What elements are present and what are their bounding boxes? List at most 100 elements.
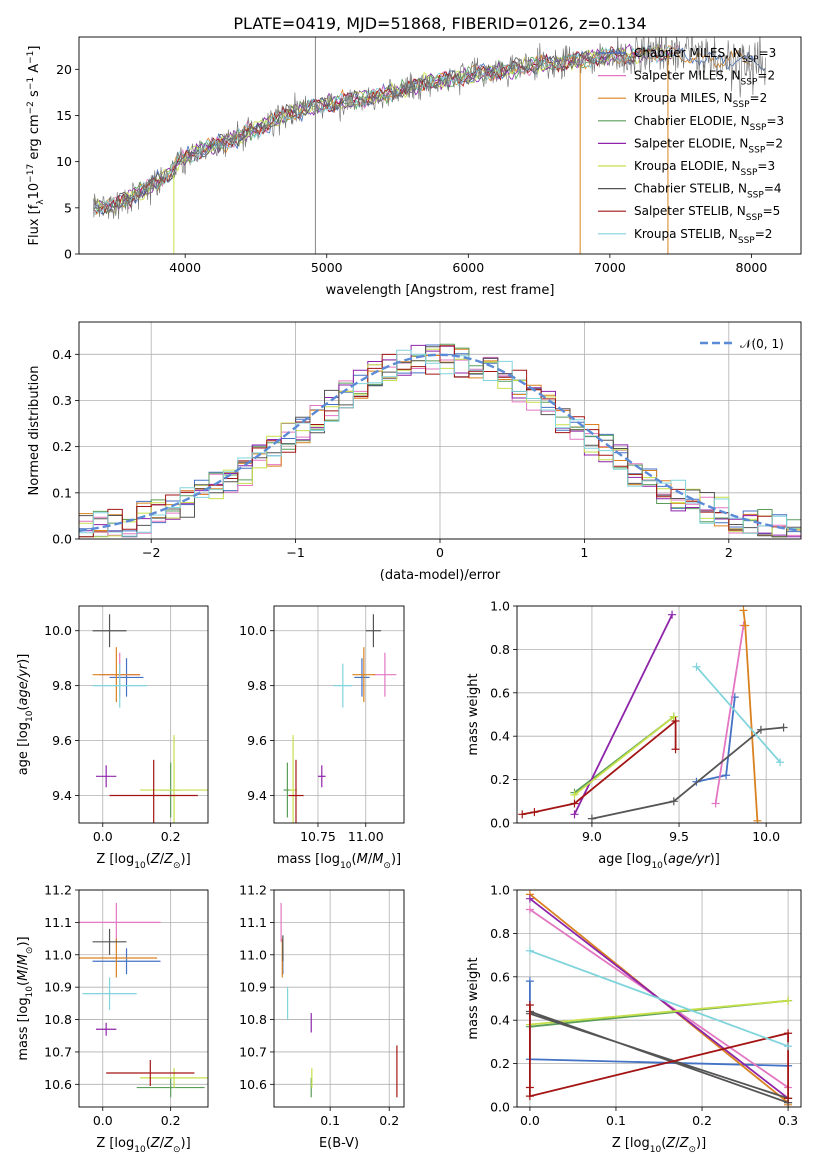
y-axis-label: mass weight (466, 957, 481, 1039)
series-line-kroupa-stelib (529, 949, 789, 1048)
series-marker-salpeter-stelib (525, 1083, 534, 1092)
axes-frame (78, 605, 209, 824)
y-tick-label: 0.4 (490, 1013, 510, 1028)
series-marker-salpeter-elodie (668, 610, 677, 619)
y-tick-label: 0.2 (52, 439, 72, 454)
series-marker-chabrier-stelib (669, 797, 678, 806)
y-tick-label: 10.8 (239, 1012, 267, 1027)
series-marker-salpeter-stelib (525, 1092, 534, 1101)
series-marker-salpeter-elodie (570, 810, 579, 819)
y-tick-label: 11.2 (239, 883, 267, 898)
y-tick-label: 5 (64, 200, 72, 215)
legend-label-salpeter-stelib: Salpeter STELIB, NSSP=5 (634, 204, 780, 223)
axes-frame (516, 889, 802, 1108)
y-tick-label: 9.6 (52, 733, 72, 748)
x-tick-label: 2 (725, 545, 733, 560)
series-marker-kroupa-miles (753, 816, 762, 823)
series-line-kroupa-elodie (573, 715, 675, 796)
series-marker-salpeter-stelib (530, 808, 539, 817)
series-marker-kroupa-stelib (692, 662, 701, 671)
y-tick-label: 10 (56, 154, 72, 169)
series-marker-chabrier-miles (722, 771, 731, 780)
x-axis-label: mass [log10(M/M⊙)] (277, 852, 401, 871)
series-marker-kroupa-stelib (784, 1042, 793, 1051)
x-tick-label: 0.2 (161, 829, 181, 844)
plot-area (79, 902, 208, 1098)
y-tick-label: 0.1 (52, 485, 72, 500)
series-marker-salpeter-stelib (671, 717, 680, 726)
y-tick-label: 11.2 (44, 883, 72, 898)
x-tick-label: 0.2 (379, 1113, 399, 1128)
x-tick-label: 0.1 (320, 1113, 340, 1128)
x-tick-label: 10.0 (752, 829, 780, 844)
y-axis-label: mass [log10(M/M⊙)] (16, 936, 35, 1060)
x-tick-label: 4000 (169, 260, 201, 275)
y-tick-label: 0 (64, 247, 72, 262)
y-tick-label: 0.4 (52, 347, 72, 362)
y-axis-label: Normed distribution (27, 366, 42, 496)
series-marker-salpeter-elodie (525, 894, 534, 903)
series-marker-chabrier-miles (525, 977, 534, 986)
residual-histogram-salpeter-stelib (79, 345, 801, 538)
y-tick-label: 20 (56, 62, 72, 77)
series-marker-kroupa-elodie (570, 790, 579, 799)
x-tick-label: 6000 (452, 260, 484, 275)
series-marker-kroupa-elodie (669, 712, 678, 721)
axes-frame (516, 605, 802, 824)
y-tick-label: 9.8 (247, 678, 267, 693)
legend-label-chabrier-stelib: Chabrier STELIB, NSSP=4 (634, 182, 782, 201)
x-tick-label: 11.00 (348, 829, 384, 844)
age-vs-metallicity-panel: 0.0 0.2 9.4 9.6 9.8 10.0 Z [log10(Z/Z⊙)] age [l… (16, 605, 209, 871)
y-axis-label: mass weight (466, 673, 481, 755)
legend-label-normal: 𝒩(0, 1) (740, 337, 784, 351)
series-marker-salpeter-miles (525, 905, 534, 914)
y-tick-label: 0.0 (490, 1100, 510, 1115)
legend-label-salpeter-miles: Salpeter MILES, NSSP=2 (634, 69, 775, 88)
y-tick-label: 9.4 (52, 788, 72, 803)
y-tick-label: 9.4 (247, 788, 267, 803)
y-tick-label: 11.0 (239, 947, 267, 962)
y-tick-label: 10.8 (44, 1012, 72, 1027)
residual-histogram-kroupa-stelib (79, 349, 801, 537)
series-marker-salpeter-stelib (784, 1094, 793, 1103)
series-line-salpeter-miles (714, 625, 745, 804)
series-marker-salpeter-stelib (525, 1001, 534, 1010)
series-marker-salpeter-stelib (518, 810, 527, 819)
y-tick-label: 0.8 (490, 642, 510, 657)
x-axis-label: Z [log10(Z/Z⊙)] (96, 852, 190, 871)
legend-label-kroupa-stelib: Kroupa STELIB, NSSP=2 (634, 227, 772, 246)
residual-histogram-panel: −2 −1 0 1 2 0.0 0.1 0.2 0.3 0.4 (data-model)/error… (27, 321, 802, 583)
x-axis-label: wavelength [Angstrom, rest frame] (326, 283, 555, 298)
x-tick-label: 7000 (594, 260, 626, 275)
y-tick-label: 0.0 (52, 532, 72, 547)
spectrum-panel: 4000 5000 6000 7000 8000 0 5 10 15 20 wavelength [… (26, 36, 802, 298)
y-tick-label: 10.7 (44, 1044, 72, 1059)
normal-curve (79, 353, 801, 533)
x-tick-label: 8000 (736, 260, 768, 275)
y-tick-label: 10.9 (44, 980, 72, 995)
x-tick-label: 0.2 (161, 1113, 181, 1128)
mass-weight-vs-metallicity-panel: 0.0 0.1 0.2 0.3 0.0 0.2 0.4 0.6 0.8 1.0 Z [log10(Z… (466, 883, 802, 1155)
axes-frame (78, 321, 802, 540)
series-line-kroupa-stelib (695, 666, 781, 763)
x-tick-label: 0.3 (778, 1113, 798, 1128)
series-marker-salpeter-stelib (570, 799, 579, 808)
series-marker-kroupa-elodie (784, 996, 793, 1005)
observed-spectrum (92, 37, 766, 220)
x-tick-label: 10.75 (300, 829, 336, 844)
age-vs-mass-panel: 10.75 11.00 9.4 9.6 9.8 10.0 mass [log10(M/M⊙)… (239, 605, 405, 871)
mass-weight-vs-age-panel: 9.0 9.5 10.0 0.0 0.2 0.4 0.6 0.8 1.0 age [log10(a… (466, 599, 802, 871)
legend-label-kroupa-elodie: Kroupa ELODIE, NSSP=3 (634, 159, 775, 178)
y-tick-label: 15 (56, 108, 72, 123)
y-tick-label: 0.0 (490, 816, 510, 831)
series-marker-kroupa-miles (739, 606, 748, 615)
series-marker-chabrier-stelib (587, 814, 596, 823)
axes-frame (273, 605, 405, 824)
y-tick-label: 11.0 (44, 947, 72, 962)
y-tick-label: 10.7 (239, 1044, 267, 1059)
y-tick-label: 0.6 (490, 969, 510, 984)
series-marker-chabrier-stelib (756, 725, 765, 734)
y-tick-label: 10.6 (44, 1077, 72, 1092)
x-axis-label: Z [log10(Z/Z⊙)] (612, 1136, 706, 1155)
